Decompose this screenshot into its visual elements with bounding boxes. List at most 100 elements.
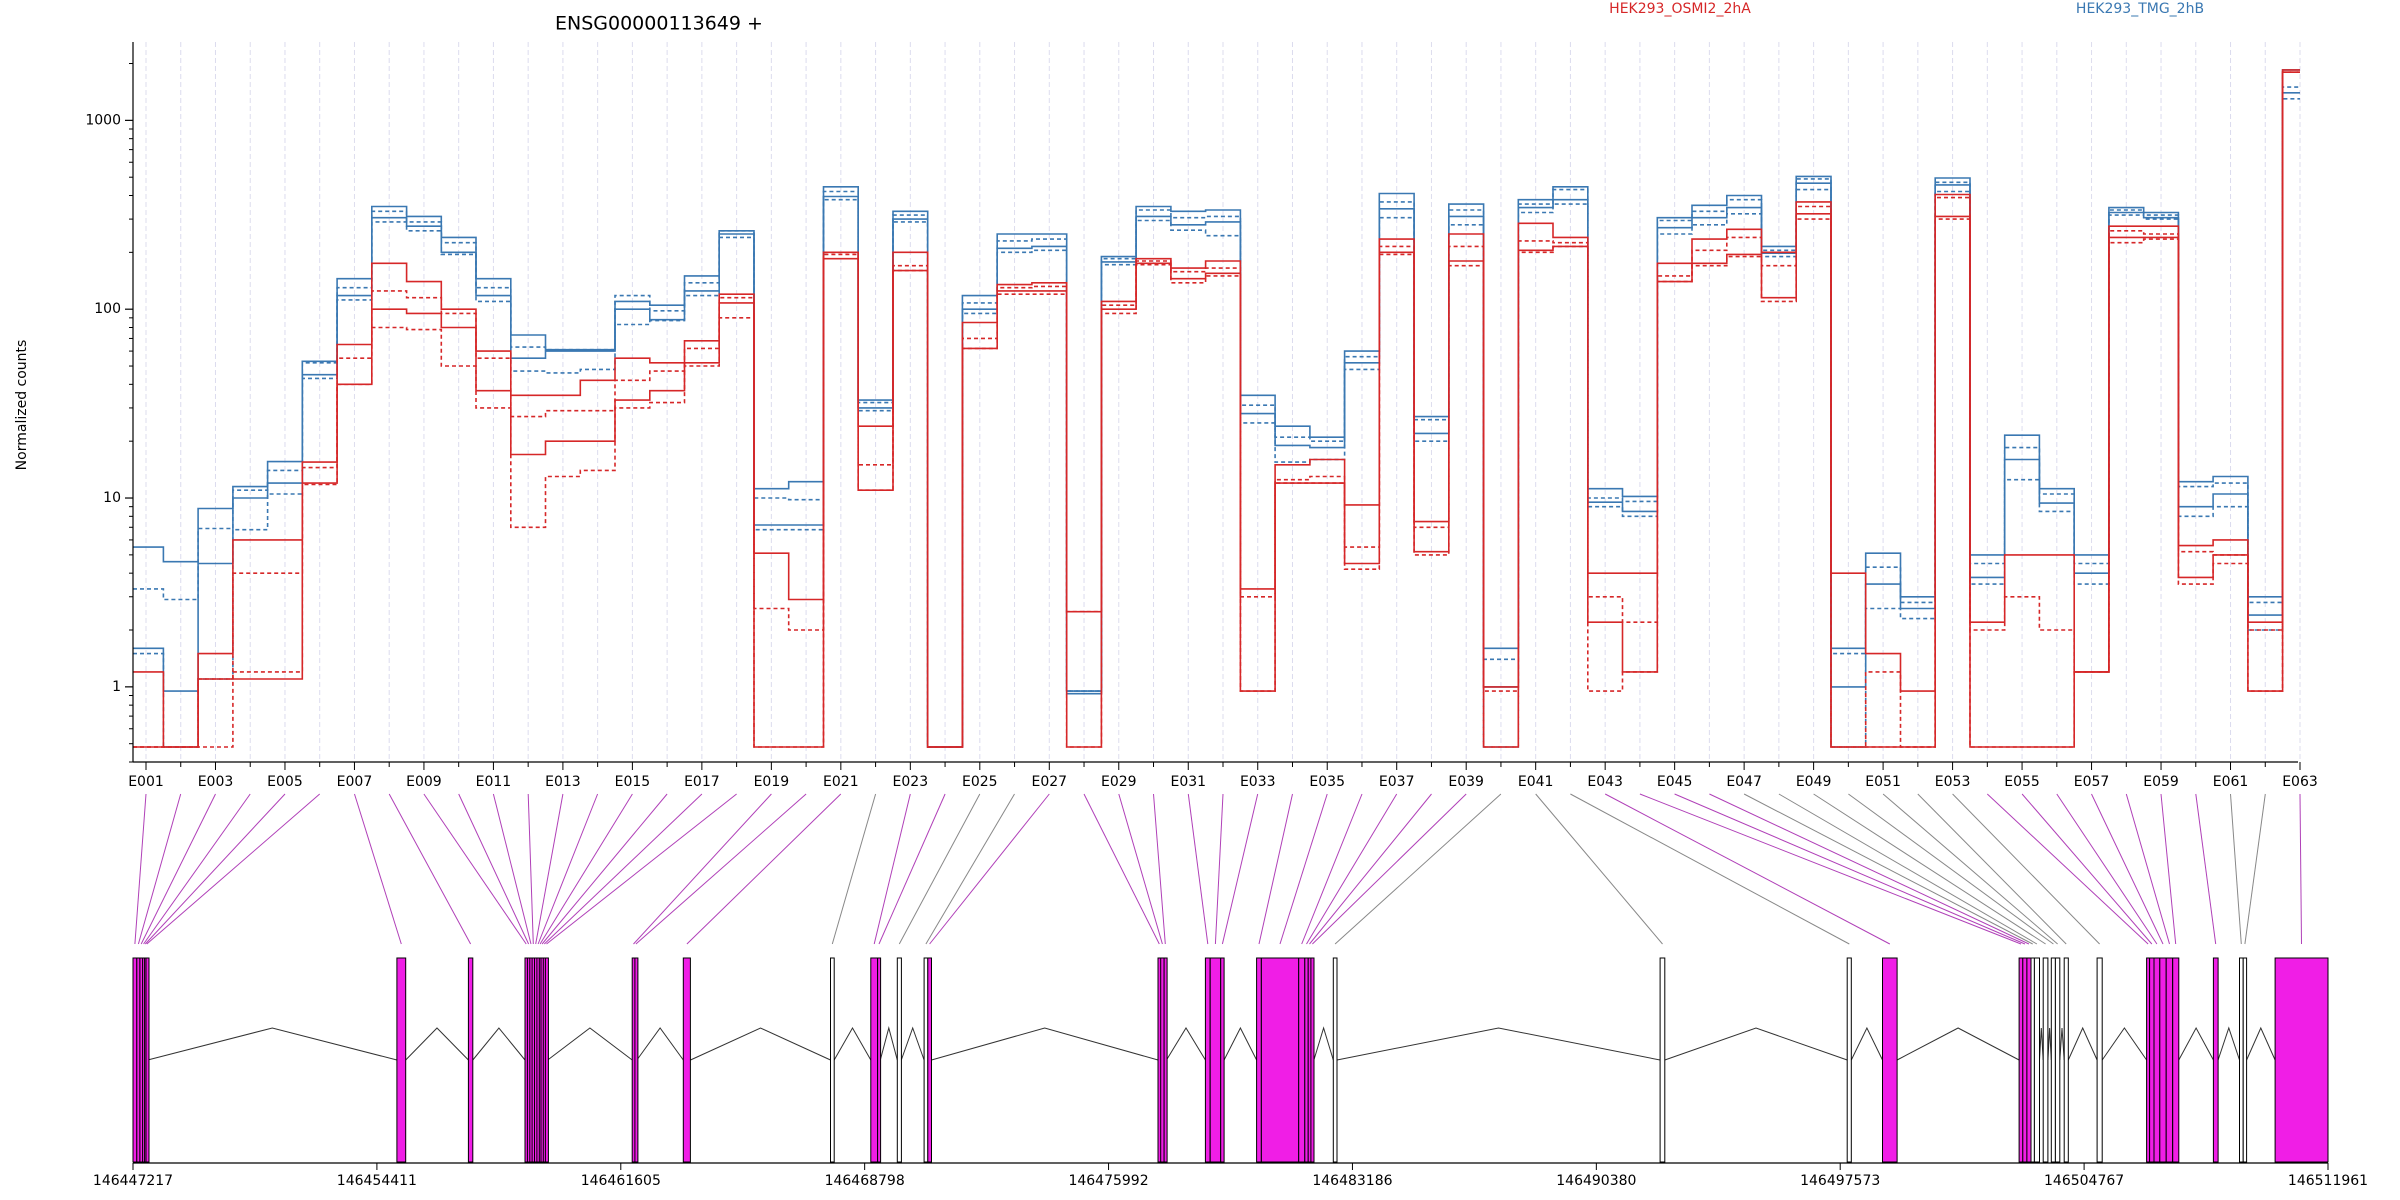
intron-line (1223, 1026, 1258, 1061)
series-line (133, 86, 2300, 748)
x-tick-label: E001 (128, 774, 164, 790)
exon-box (1882, 957, 1898, 1163)
y-tick-label: 100 (94, 301, 121, 317)
exon-box (682, 957, 691, 1163)
x-tick-label: E051 (1865, 774, 1901, 790)
exon-connector (1674, 793, 2026, 945)
x-tick-label: E021 (823, 774, 859, 790)
exon-connector (1882, 793, 2058, 945)
exon-box (1204, 957, 1211, 1163)
series-line (133, 69, 2300, 748)
exon-box (634, 957, 639, 1163)
exon-box (1298, 957, 1306, 1163)
x-axis-ticks: E001 E003 E005 E007 E009 E011 E013 E015 E017 E019… (128, 762, 2318, 790)
exon-connector (1813, 793, 2046, 945)
x-tick-label: E031 (1170, 774, 1206, 790)
intron-line (2217, 1026, 2240, 1061)
x-tick-label: E059 (2143, 774, 2179, 790)
intron-line (1664, 1027, 1848, 1061)
exon-connector (2230, 793, 2242, 945)
exon-box (2153, 957, 2161, 1163)
series-line (133, 92, 2300, 748)
x-tick-label: E061 (2213, 774, 2249, 790)
exon-connector (2195, 793, 2217, 945)
exon-connector (527, 793, 534, 945)
x-tick-label: E013 (545, 774, 581, 790)
x-tick-label: E005 (267, 774, 303, 790)
exon-box (1260, 957, 1300, 1163)
intron-line (900, 1026, 925, 1061)
genomic-axis-ticks: 146447217 146454411 146461605 146468798 1464… (93, 1162, 2368, 1189)
exon-connector (535, 793, 564, 945)
x-tick-label: E047 (1726, 774, 1762, 790)
genomic-tick-label: 146504767 (2044, 1173, 2124, 1189)
exon-connector (539, 793, 633, 945)
chart-title: ENSG00000113649 + (555, 13, 763, 35)
exon-box (2033, 957, 2041, 1163)
intron-line (931, 1027, 1159, 1061)
exon-connector (134, 793, 147, 945)
x-tick-label: E023 (893, 774, 929, 790)
axes (132, 42, 2298, 763)
exon-connector (137, 793, 182, 945)
exon-connector (140, 793, 216, 945)
exon-connector (1535, 793, 1663, 945)
exon-box (1310, 957, 1315, 1163)
series-line (133, 98, 2300, 748)
intron-line (405, 1027, 469, 1061)
exon-connectors (134, 793, 2302, 945)
exon-connector (1570, 793, 1850, 945)
exon-connector (1778, 793, 2038, 945)
exon-connector (2244, 793, 2266, 945)
exon-connector (686, 793, 842, 945)
intron-line (1896, 1027, 2020, 1061)
exon-box (1209, 957, 1222, 1163)
exon-connector (873, 793, 911, 945)
intron-line (833, 1026, 872, 1061)
genomic-tick-label: 146490380 (1556, 1173, 1636, 1189)
intron-line (2047, 1027, 2052, 1061)
exon-box (2172, 957, 2180, 1163)
series-lines (133, 69, 2300, 748)
exon-box (1160, 957, 1165, 1163)
intron-line (472, 1027, 526, 1061)
intron-line (147, 1027, 398, 1061)
exon-connector (2056, 793, 2158, 945)
exon-connector (1258, 793, 1293, 945)
intron-line (2067, 1026, 2098, 1061)
exon-box (2018, 957, 2024, 1163)
exon-box (2022, 957, 2028, 1163)
exon-connector (925, 793, 1015, 945)
exon-connector (2091, 793, 2164, 945)
exon-connector (541, 793, 668, 945)
x-tick-label: E011 (476, 774, 512, 790)
exon-connector (458, 793, 530, 945)
x-tick-label: E043 (1587, 774, 1623, 790)
exon-box (544, 957, 549, 1163)
exon-connector (1279, 793, 1328, 945)
intron-line (2059, 1027, 2065, 1061)
exon-connector (2125, 793, 2170, 945)
exon-box (877, 957, 882, 1163)
exon-box (1220, 957, 1225, 1163)
exon-box (2242, 957, 2248, 1163)
exon-connector (2160, 793, 2177, 945)
exon-connector (1306, 793, 1398, 945)
x-tick-label: E025 (962, 774, 998, 790)
x-tick-label: E045 (1657, 774, 1693, 790)
exon-connector (1118, 793, 1163, 945)
exon-connector (1639, 793, 2022, 945)
exon-connector (543, 793, 703, 945)
exon-box (132, 957, 138, 1163)
exon-box (1659, 957, 1666, 1163)
x-tick-label: E003 (198, 774, 234, 790)
exon-box (2030, 957, 2035, 1163)
exon-box (923, 957, 929, 1163)
exon-connector (354, 793, 402, 945)
exon-box (2050, 957, 2056, 1163)
x-tick-label: E019 (754, 774, 790, 790)
exon-box (2042, 957, 2049, 1163)
exon-box (1304, 957, 1309, 1163)
y-tick-label: 1 (112, 679, 121, 695)
